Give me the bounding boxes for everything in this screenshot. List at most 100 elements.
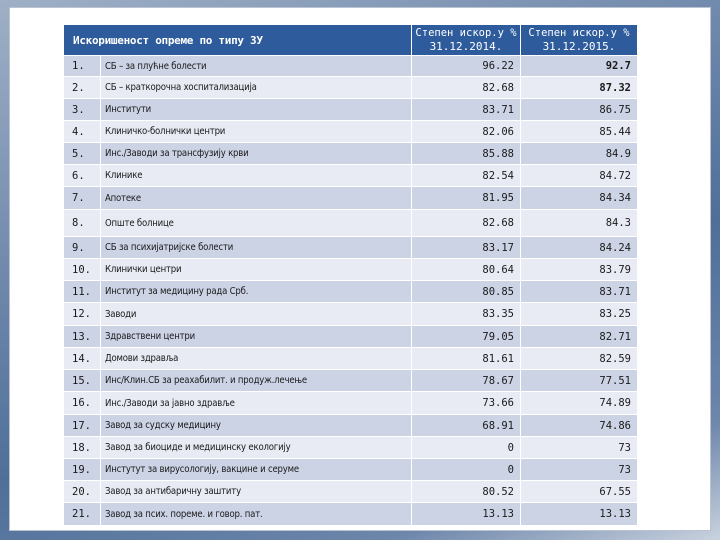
table-row: 11. Институт за медицину рада Срб. 80.85 83… [63, 280, 638, 303]
institution-name: Заводи [100, 302, 412, 326]
table-row: 3. Институти 83.71 86.75 [63, 98, 638, 121]
table-row: 21. Завод за псих. пореме. и говор. пат. 1… [63, 502, 638, 526]
table-row: 17. Завод за судску медицину 68.91 74.86 [63, 414, 638, 437]
institution-name: Домови здравља [100, 347, 412, 370]
row-number: 9. [63, 236, 101, 259]
table-row: 10. Клинички центри 80.64 83.79 [63, 258, 638, 281]
value-2014: 83.71 [411, 98, 521, 121]
value-2014: 68.91 [411, 414, 521, 437]
institution-name: СБ – за плућне болести [100, 55, 412, 77]
table-row: 9. СБ за психијатријске болести 83.17 84.24 [63, 236, 638, 259]
institution-name: Институт за медицину рада Срб. [100, 280, 412, 303]
value-2014: 13.13 [411, 502, 521, 526]
value-2014: 80.85 [411, 280, 521, 303]
row-number: 15. [63, 369, 101, 392]
institution-name: Инстутут за вирусологију, вакцине и серу… [100, 458, 412, 481]
value-2014: 78.67 [411, 369, 521, 392]
row-number: 2. [63, 76, 101, 99]
institution-name: Завод за псих. пореме. и говор. пат. [100, 502, 412, 526]
value-2014: 83.17 [411, 236, 521, 259]
institution-name: СБ за психијатријске болести [100, 236, 412, 259]
row-number: 20. [63, 480, 101, 503]
row-number: 10. [63, 258, 101, 281]
value-2014: 79.05 [411, 325, 521, 348]
value-2015: 73 [520, 436, 638, 459]
column-header-2014: Степен искор.у % 31.12.2014. [411, 24, 521, 56]
institution-name: Клинике [100, 164, 412, 187]
value-2015: 83.71 [520, 280, 638, 303]
row-number: 11. [63, 280, 101, 303]
slide-frame: Искоришеност опреме по типу ЗУ Степен ис… [10, 8, 710, 530]
value-2014: 82.06 [411, 120, 521, 143]
institution-name: Завод за антибаричну заштиту [100, 480, 412, 503]
column-header-2014-date: 31.12.2014. [429, 40, 503, 53]
institution-name: Инс./Заводи за јавно здравље [100, 391, 412, 415]
table-row: 19. Инстутут за вирусологију, вакцине и с… [63, 458, 638, 481]
table-row: 20. Завод за антибаричну заштиту 80.52 67.5… [63, 480, 638, 503]
value-2015: 74.86 [520, 414, 638, 437]
table-row: 12. Заводи 83.35 83.25 [63, 302, 638, 326]
institution-name: СБ – краткорочна хоспитализација [100, 76, 412, 99]
value-2015: 83.25 [520, 302, 638, 326]
column-header-2015: Степен искор.у % 31.12.2015. [520, 24, 638, 56]
institution-name: Завод за биоциде и медицинску екологију [100, 436, 412, 459]
value-2014: 0 [411, 458, 521, 481]
institution-name: Апотеке [100, 186, 412, 210]
row-number: 4. [63, 120, 101, 143]
table-row: 13. Здравствени центри 79.05 82.71 [63, 325, 638, 348]
table-row: 4. Клиничко-болнички центри 82.06 85.44 [63, 120, 638, 143]
table-title: Искоришеност опреме по типу ЗУ [63, 24, 412, 56]
institution-name: Здравствени центри [100, 325, 412, 348]
table-row: 1. СБ – за плућне болести 96.22 92.7 [63, 55, 638, 77]
institution-name: Инс/Клин.СБ за реахабилит. и продуж.лече… [100, 369, 412, 392]
value-2015: 83.79 [520, 258, 638, 281]
value-2015: 73 [520, 458, 638, 481]
institution-name: Инс./Заводи за трансфузију крви [100, 142, 412, 165]
institution-name: Клиничко-болнички центри [100, 120, 412, 143]
institution-name: Завод за судску медицину [100, 414, 412, 437]
value-2015: 85.44 [520, 120, 638, 143]
institution-name: Институти [100, 98, 412, 121]
table-row: 8. Опште болнице 82.68 84.3 [63, 209, 638, 237]
row-number: 1. [63, 55, 101, 77]
row-number: 6. [63, 164, 101, 187]
value-2015: 84.9 [520, 142, 638, 165]
row-number: 18. [63, 436, 101, 459]
row-number: 19. [63, 458, 101, 481]
value-2014: 0 [411, 436, 521, 459]
value-2014: 82.54 [411, 164, 521, 187]
table-row: 16. Инс./Заводи за јавно здравље 73.66 74.8… [63, 391, 638, 415]
row-number: 17. [63, 414, 101, 437]
row-number: 13. [63, 325, 101, 348]
value-2014: 80.64 [411, 258, 521, 281]
value-2015: 13.13 [520, 502, 638, 526]
value-2014: 81.95 [411, 186, 521, 210]
value-2015: 84.34 [520, 186, 638, 210]
value-2015: 84.24 [520, 236, 638, 259]
institution-name: Опште болнице [100, 209, 412, 237]
equipment-utilization-table: Искоришеност опреме по типу ЗУ Степен ис… [63, 24, 638, 526]
row-number: 8. [63, 209, 101, 237]
value-2015: 86.75 [520, 98, 638, 121]
table-row: 2. СБ – краткорочна хоспитализација 82.68 8… [63, 76, 638, 99]
value-2014: 96.22 [411, 55, 521, 77]
column-header-2015-date: 31.12.2015. [542, 40, 616, 53]
value-2015: 67.55 [520, 480, 638, 503]
table-row: 18. Завод за биоциде и медицинску екологи… [63, 436, 638, 459]
value-2014: 82.68 [411, 209, 521, 237]
value-2014: 85.88 [411, 142, 521, 165]
value-2015: 84.72 [520, 164, 638, 187]
column-header-2015-label: Степен искор.у % [528, 27, 630, 39]
value-2015: 87.32 [520, 76, 638, 99]
row-number: 5. [63, 142, 101, 165]
row-number: 14. [63, 347, 101, 370]
table-row: 5. Инс./Заводи за трансфузију крви 85.88 84… [63, 142, 638, 165]
table-row: 7. Апотеке 81.95 84.34 [63, 186, 638, 210]
value-2015: 84.3 [520, 209, 638, 237]
row-number: 16. [63, 391, 101, 415]
row-number: 3. [63, 98, 101, 121]
table-header-row: Искоришеност опреме по типу ЗУ Степен ис… [63, 24, 638, 56]
value-2014: 73.66 [411, 391, 521, 415]
value-2014: 83.35 [411, 302, 521, 326]
table-row: 6. Клинике 82.54 84.72 [63, 164, 638, 187]
